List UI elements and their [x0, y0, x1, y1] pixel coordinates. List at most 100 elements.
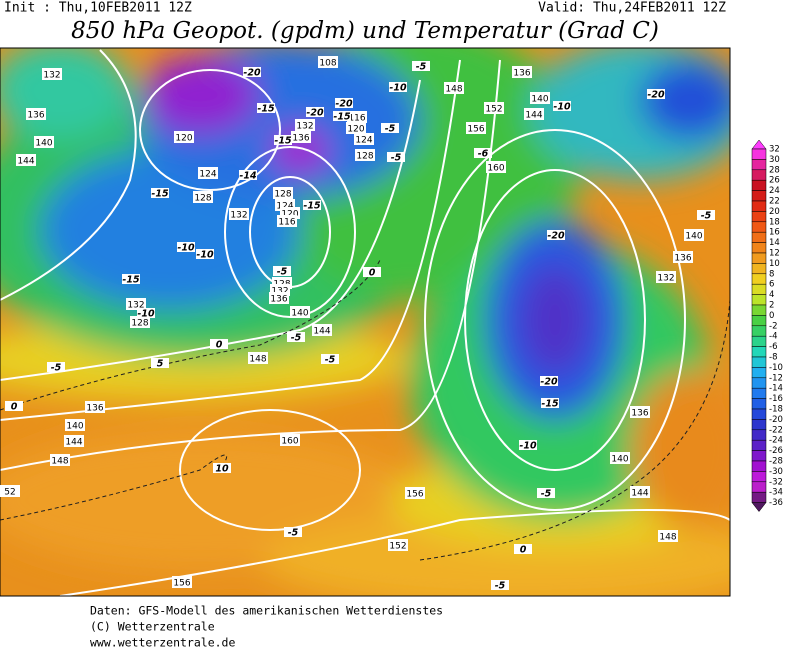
colorbar-bin: [751, 429, 767, 441]
temperature-contours: [0, 259, 730, 561]
temperature-label: -5: [277, 267, 288, 278]
geopotential-label: 140: [685, 232, 702, 242]
temperature-label: 10: [215, 464, 229, 475]
label-box: [26, 108, 46, 120]
label-box: [630, 486, 650, 498]
label-box: [321, 354, 339, 364]
geopotential-label: 132: [657, 274, 674, 284]
label-box: [137, 308, 155, 318]
label-box: [126, 298, 146, 310]
geopotential-label: 160: [487, 164, 504, 174]
geopotential-label: 136: [27, 111, 44, 121]
geopotential-label: 148: [249, 355, 266, 365]
label-box: [684, 229, 704, 241]
colorbar-bin: [751, 211, 767, 223]
colorbar-bin: [751, 491, 767, 503]
label-box: [0, 485, 20, 497]
geopotential-label: 152: [485, 105, 502, 115]
colorbar-label: 22: [769, 197, 780, 207]
colorbar-label: -28: [769, 457, 783, 467]
colorbar-label: -12: [769, 373, 783, 383]
geopotential-label: 144: [525, 111, 542, 121]
colorbar-bin: [751, 315, 767, 327]
temperature-label: -5: [391, 153, 402, 164]
label-box: [273, 266, 291, 276]
colorbar-label: -18: [769, 405, 783, 415]
label-box: [248, 352, 268, 364]
label-box: [318, 56, 338, 68]
geopotential-label: 156: [173, 579, 190, 589]
label-box: [524, 108, 544, 120]
temperature-label: -20: [243, 68, 261, 79]
colorbar-label: 4: [769, 290, 774, 300]
temperature-label: -15: [541, 399, 559, 410]
colorbar-label: -30: [769, 467, 783, 477]
colorbar-label: 18: [769, 217, 780, 227]
geopotential-label: 120: [281, 210, 298, 220]
temperature-label: -10: [389, 83, 407, 94]
label-box: [354, 133, 374, 145]
temperature-label: -5: [495, 581, 506, 592]
geopotential-label: 116: [278, 218, 295, 228]
geopotential-label: 152: [389, 542, 406, 552]
temperature-label: -5: [385, 124, 396, 135]
label-box: [85, 401, 105, 413]
colorbar-bin: [751, 231, 767, 243]
temperature-label: -10: [177, 243, 195, 254]
temperature-label: -20: [547, 231, 565, 242]
geopotential-label: 128: [274, 190, 291, 200]
label-box: [229, 208, 249, 220]
colorbar-bin: [751, 439, 767, 451]
label-box: [363, 267, 381, 277]
colorbar-label: 28: [769, 165, 780, 175]
colorbar-bin: [751, 325, 767, 337]
colorbar-bin: [751, 367, 767, 379]
geopotential-label: 132: [127, 301, 144, 311]
label-box: [213, 463, 231, 473]
geopotential-label: 144: [631, 489, 648, 499]
label-box: [239, 170, 257, 180]
colorbar-label: -22: [769, 425, 783, 435]
label-box: [122, 274, 140, 284]
geopotential-label: 108: [319, 59, 336, 69]
colorbar-label: -10: [769, 363, 783, 373]
temperature-label: -6: [478, 149, 489, 160]
temperature-label: -10: [519, 441, 537, 452]
label-box: [333, 111, 351, 121]
colorbar-label: 20: [769, 207, 780, 217]
colorbar-bin: [751, 346, 767, 358]
geopotential-label: 156: [467, 125, 484, 135]
label-box: [484, 102, 504, 114]
colorbar-bin: [751, 252, 767, 264]
label-box: [50, 454, 70, 466]
label-box: [486, 161, 506, 173]
colorbar-bin: [751, 200, 767, 212]
label-box: [269, 292, 289, 304]
label-box: [65, 419, 85, 431]
label-box: [277, 215, 297, 227]
geopotential-label: 144: [17, 157, 34, 167]
geopotential-label: 148: [659, 533, 676, 543]
temperature-label: -5: [288, 528, 299, 539]
colorbar-bin: [751, 450, 767, 462]
geopotential-label: 136: [86, 404, 103, 414]
map-title: 850 hPa Geopot. (gpdm) und Temperatur (G…: [71, 18, 659, 44]
label-box: [130, 316, 150, 328]
geopotential-label: 124: [199, 170, 216, 180]
temperature-label: -10: [553, 102, 571, 113]
label-box: [673, 251, 693, 263]
colorbar-label: -14: [769, 384, 783, 394]
label-box: [610, 452, 630, 464]
label-box: [514, 544, 532, 554]
colorbar-label: 6: [769, 280, 774, 290]
label-box: [303, 200, 321, 210]
colorbar-label: -20: [769, 415, 783, 425]
colorbar-label: -4: [769, 332, 777, 342]
colorbar-bin: [751, 190, 767, 202]
label-box: [491, 580, 509, 590]
colorbar-label: -26: [769, 446, 783, 456]
label-box: [519, 440, 537, 450]
temperature-label: 0: [520, 545, 527, 556]
label-box: [151, 188, 169, 198]
